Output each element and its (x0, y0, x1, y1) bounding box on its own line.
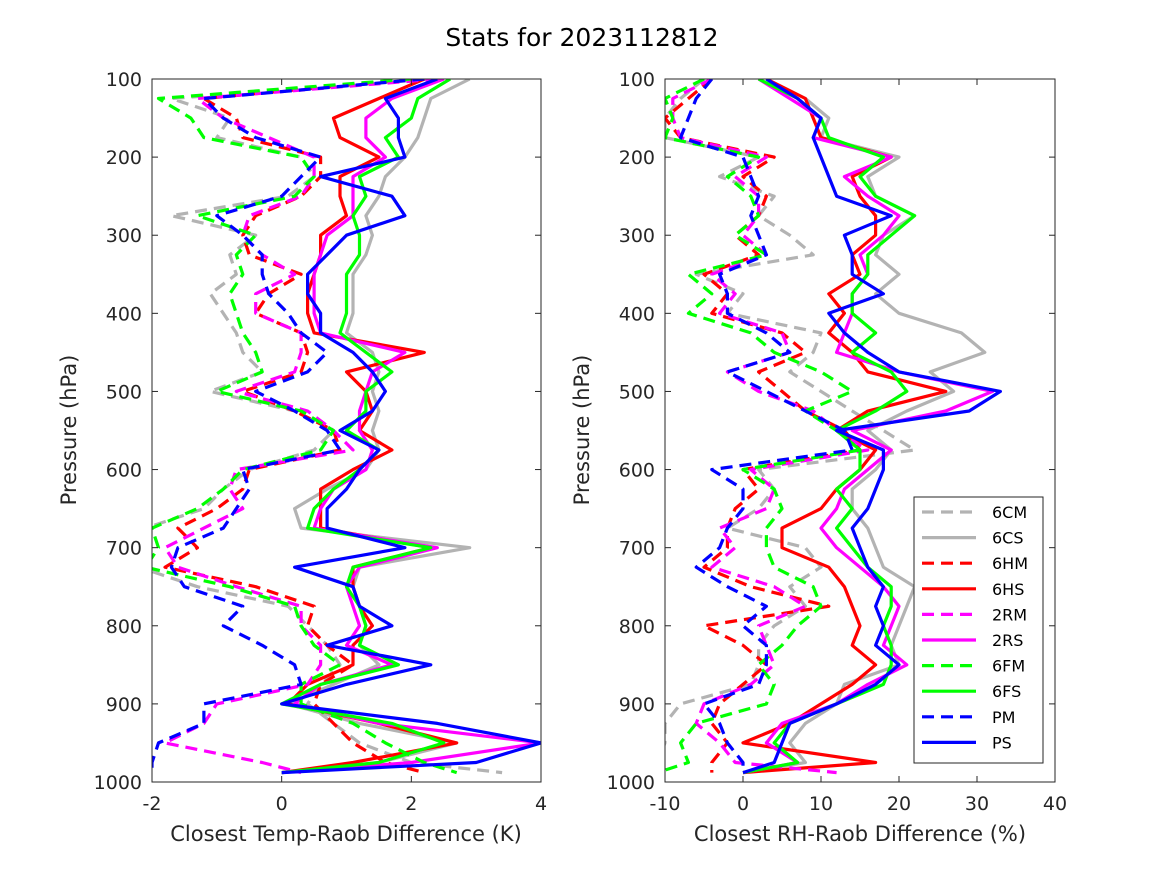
temp-x-tick-label: 4 (535, 793, 547, 815)
temp-series-6cm (152, 79, 503, 775)
temp-y-tick-label: 700 (106, 538, 142, 560)
legend-label-6cm: 6CM (992, 503, 1027, 522)
rh-y-tick-label: 300 (619, 225, 655, 247)
temp-y-tick-label: 100 (106, 69, 142, 91)
legend-label-ps: PS (992, 733, 1012, 752)
rh-series-6cm (665, 79, 917, 748)
temp-series-6cs (281, 79, 472, 775)
rh-y-tick-label: 600 (619, 460, 655, 482)
temp-y-tick-label: 900 (106, 694, 142, 716)
rh-y-tick-label: 500 (619, 381, 655, 403)
rh-y-tick-label: 900 (619, 694, 655, 716)
temp-y-tick-label: 1000 (94, 772, 142, 794)
rh-x-tick-label: 20 (887, 793, 911, 815)
legend-label-6fm: 6FM (992, 657, 1025, 676)
rh-x-tick-label: -10 (649, 793, 680, 815)
temp-series-6fm (152, 79, 458, 775)
legend: 6CM 6CS 6HM 6HS 2RM 2RS 6FM 6FS PM PS (913, 496, 1044, 764)
temp-y-tick-label: 400 (106, 303, 142, 325)
rh-y-tick-label: 400 (619, 303, 655, 325)
temp-ticks: -2 0 2 4 100 200 300 400 500 600 700 800 900 1000 (94, 69, 547, 815)
temp-y-axis-label: Pressure (hPa) (57, 355, 81, 506)
temp-panel: -2 0 2 4 100 200 300 400 500 600 700 800 900 1000 Clo… (57, 69, 547, 846)
rh-x-tick-label: 0 (737, 793, 749, 815)
rh-x-axis-label: Closest RH-Raob Difference (%) (694, 822, 1026, 846)
rh-x-tick-label: 10 (809, 793, 833, 815)
rh-y-tick-label: 800 (619, 616, 655, 638)
legend-label-pm: PM (992, 708, 1015, 727)
temp-series-6fs (280, 79, 452, 775)
temp-x-tick-label: -2 (143, 793, 162, 815)
legend-box (913, 496, 1044, 764)
temp-y-tick-label: 500 (106, 381, 142, 403)
rh-y-tick-label: 700 (619, 538, 655, 560)
temp-series-layer (152, 79, 541, 775)
legend-label-6hm: 6HM (992, 554, 1028, 573)
legend-label-6cs: 6CS (992, 529, 1024, 548)
legend-label-6fs: 6FS (992, 682, 1021, 701)
legend-label-2rm: 2RM (992, 605, 1027, 624)
temp-y-tick-label: 800 (106, 616, 142, 638)
temp-x-tick-label: 0 (276, 793, 288, 815)
rh-series-2rs (742, 79, 995, 775)
temp-x-axis-label: Closest Temp-Raob Difference (K) (170, 822, 522, 846)
temp-x-tick-label: 2 (405, 793, 417, 815)
rh-ticks: -10 0 10 20 30 40 100 200 300 400 500 600 700 800 900 1… (607, 69, 1067, 815)
temp-y-tick-label: 600 (106, 460, 142, 482)
rh-series-ps (742, 79, 1003, 775)
rh-x-tick-label: 40 (1043, 793, 1067, 815)
legend-label-6hs: 6HS (992, 580, 1024, 599)
rh-y-tick-label: 100 (619, 69, 655, 91)
temp-axes-box (151, 78, 542, 783)
rh-axes-box (664, 78, 1056, 783)
rh-series-layer (665, 79, 1003, 775)
temp-y-tick-label: 300 (106, 225, 142, 247)
rh-y-tick-label: 200 (619, 147, 655, 169)
rh-y-tick-label: 1000 (607, 772, 655, 794)
legend-label-2rs: 2RS (992, 631, 1023, 650)
rh-y-axis-label: Pressure (hPa) (570, 355, 594, 506)
figure-title: Stats for 2023112812 (445, 23, 718, 52)
temp-series-pm (152, 79, 425, 773)
rh-x-tick-label: 30 (965, 793, 989, 815)
temp-y-tick-label: 200 (106, 147, 142, 169)
rh-series-6hm (665, 79, 862, 773)
rh-panel: -10 0 10 20 30 40 100 200 300 400 500 600 700 800 900 1… (570, 69, 1067, 846)
temp-series-ps (280, 79, 541, 775)
